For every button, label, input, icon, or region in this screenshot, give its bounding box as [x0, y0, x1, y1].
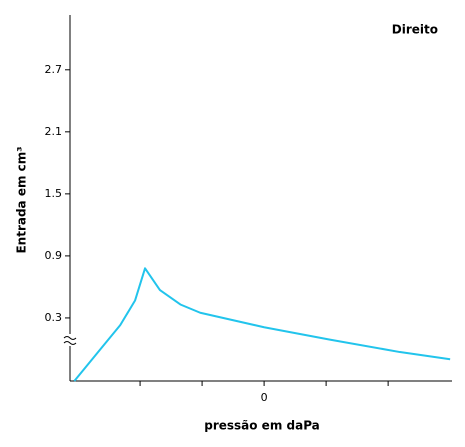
y-tick-label: 0.9 — [45, 249, 63, 262]
y-tick-label: 2.7 — [45, 63, 63, 76]
y-axis-label: Entrada em cm³ — [15, 146, 29, 253]
line-series — [73, 267, 451, 382]
axis-break — [62, 334, 78, 346]
y-tick-label: 0.3 — [45, 311, 63, 324]
y-tick-label: 1.5 — [45, 187, 63, 200]
chart-title: Direito — [392, 23, 438, 37]
x-axis-label: pressão em daPa — [204, 419, 320, 433]
x-tick-label: 0 — [261, 391, 268, 404]
y-tick-label: 2.1 — [45, 125, 63, 138]
